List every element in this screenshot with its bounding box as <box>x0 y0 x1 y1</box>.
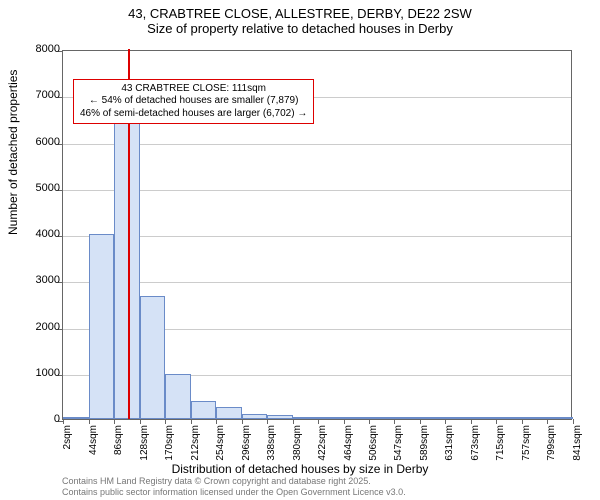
y-tick-label: 5000 <box>10 182 60 194</box>
y-tick-label: 7000 <box>10 89 60 101</box>
histogram-bar <box>114 114 140 419</box>
x-tick-label: 631sqm <box>444 425 455 475</box>
annot-line2: ← 54% of detached houses are smaller (7,… <box>80 95 307 108</box>
histogram-bar <box>63 417 89 419</box>
annot-line1: 43 CRABTREE CLOSE: 111sqm <box>80 83 307 96</box>
x-tick-label: 170sqm <box>164 425 175 475</box>
histogram-bar <box>496 417 522 419</box>
chart-title-line1: 43, CRABTREE CLOSE, ALLESTREE, DERBY, DE… <box>0 6 600 21</box>
x-tick-label: 254sqm <box>215 425 226 475</box>
chart-footer: Contains HM Land Registry data © Crown c… <box>62 476 406 498</box>
x-tick-label: 799sqm <box>546 425 557 475</box>
histogram-bar <box>445 417 471 419</box>
histogram-bar <box>191 401 217 420</box>
x-tick-label: 715sqm <box>495 425 506 475</box>
y-tick-label: 3000 <box>10 274 60 286</box>
y-tick-label: 1000 <box>10 367 60 379</box>
histogram-bar <box>420 417 446 419</box>
histogram-bar <box>547 417 573 419</box>
x-tick-label: 673sqm <box>470 425 481 475</box>
histogram-bar <box>267 415 293 419</box>
y-tick-label: 6000 <box>10 136 60 148</box>
x-tick-label: 547sqm <box>393 425 404 475</box>
x-tick-label: 380sqm <box>292 425 303 475</box>
x-tick-label: 338sqm <box>266 425 277 475</box>
x-tick-label: 2sqm <box>62 425 73 475</box>
annot-line3: 46% of semi-detached houses are larger (… <box>80 108 307 121</box>
histogram-bar <box>522 417 548 419</box>
y-tick-label: 0 <box>10 413 60 425</box>
histogram-bar <box>140 296 166 419</box>
histogram-bar <box>344 417 370 419</box>
y-tick-label: 2000 <box>10 321 60 333</box>
histogram-bar <box>216 407 242 419</box>
histogram-bar <box>89 234 115 419</box>
x-tick-label: 296sqm <box>241 425 252 475</box>
annotation-box: 43 CRABTREE CLOSE: 111sqm← 54% of detach… <box>73 79 314 125</box>
histogram-bar <box>165 374 191 419</box>
y-tick-label: 4000 <box>10 228 60 240</box>
footer-line2: Contains public sector information licen… <box>62 487 406 498</box>
x-tick-label: 212sqm <box>190 425 201 475</box>
x-tick-label: 86sqm <box>113 425 124 475</box>
y-tick-label: 8000 <box>10 43 60 55</box>
histogram-bar <box>369 417 395 419</box>
x-tick-label: 506sqm <box>368 425 379 475</box>
x-tick-label: 128sqm <box>139 425 150 475</box>
x-tick-label: 589sqm <box>419 425 430 475</box>
histogram-bar <box>242 414 268 419</box>
histogram-bar <box>471 417 497 419</box>
x-tick-label: 757sqm <box>521 425 532 475</box>
histogram-bar <box>293 417 319 419</box>
x-tick-label: 422sqm <box>317 425 328 475</box>
histogram-bar <box>318 417 344 419</box>
x-tick-label: 44sqm <box>88 425 99 475</box>
chart-title-line2: Size of property relative to detached ho… <box>0 21 600 36</box>
x-tick-label: 841sqm <box>572 425 583 475</box>
chart-plot-area: 43 CRABTREE CLOSE: 111sqm← 54% of detach… <box>62 50 572 420</box>
footer-line1: Contains HM Land Registry data © Crown c… <box>62 476 406 487</box>
histogram-bar <box>394 417 420 419</box>
x-tick-label: 464sqm <box>343 425 354 475</box>
